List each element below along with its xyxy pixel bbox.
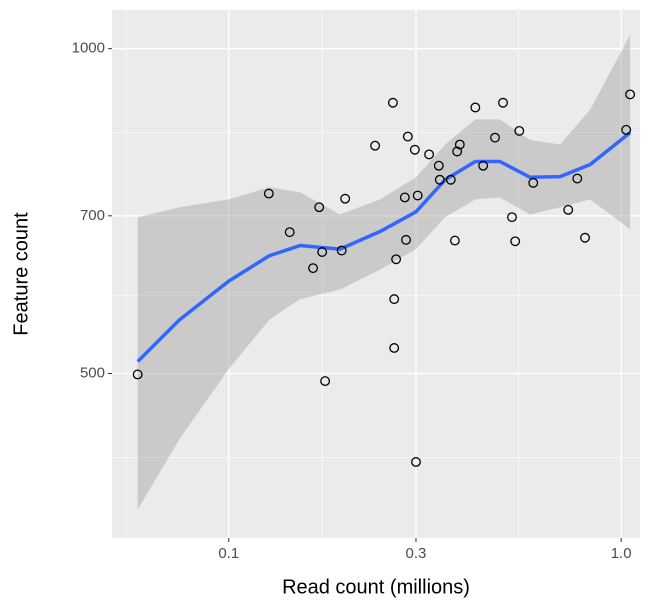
- point: [424, 149, 435, 160]
- point: [391, 254, 402, 265]
- point: [401, 234, 411, 245]
- x-tick-label: 0.1: [218, 545, 239, 562]
- point: [389, 294, 400, 305]
- point: [510, 236, 521, 247]
- grid: [112, 10, 640, 538]
- points-layer: [132, 89, 636, 467]
- point: [370, 140, 381, 151]
- point: [132, 369, 143, 380]
- point: [449, 235, 460, 246]
- point: [402, 131, 413, 142]
- point: [389, 343, 400, 353]
- y-tick-label: 500: [80, 364, 105, 381]
- y-tick-label: 700: [80, 207, 105, 224]
- point: [336, 245, 347, 256]
- point: [263, 188, 274, 199]
- point: [625, 89, 636, 100]
- x-tick-label: 0.3: [406, 545, 427, 562]
- point: [434, 174, 445, 185]
- point: [314, 202, 325, 213]
- point: [284, 227, 295, 238]
- point: [445, 174, 456, 185]
- point: [340, 193, 351, 204]
- point: [621, 124, 632, 135]
- point: [399, 192, 410, 203]
- panel: [112, 10, 640, 538]
- point: [490, 132, 500, 143]
- smooth-line: [136, 131, 632, 363]
- point: [411, 457, 421, 467]
- point: [478, 160, 489, 171]
- point: [507, 212, 517, 223]
- point: [433, 160, 444, 171]
- point: [572, 173, 583, 184]
- point: [470, 102, 481, 113]
- confidence-band: [137, 34, 631, 510]
- point: [498, 97, 508, 108]
- point: [514, 125, 525, 136]
- point: [409, 144, 420, 155]
- point: [317, 247, 328, 257]
- point: [454, 139, 465, 150]
- point: [580, 232, 590, 243]
- x-tick-label: 1.0: [611, 545, 632, 562]
- point: [308, 263, 319, 274]
- point: [387, 97, 398, 108]
- point: [563, 204, 574, 215]
- axes-layer: 0.1 0.3 1.0 500 700 1000: [72, 40, 632, 562]
- band-layer: [136, 34, 632, 510]
- x-axis-title: Read count (millions): [282, 576, 470, 598]
- y-axis-title: Feature count: [10, 212, 32, 336]
- point: [412, 190, 423, 201]
- point: [452, 146, 463, 157]
- point: [528, 177, 539, 188]
- point: [320, 376, 331, 387]
- y-tick-label: 1000: [72, 40, 105, 57]
